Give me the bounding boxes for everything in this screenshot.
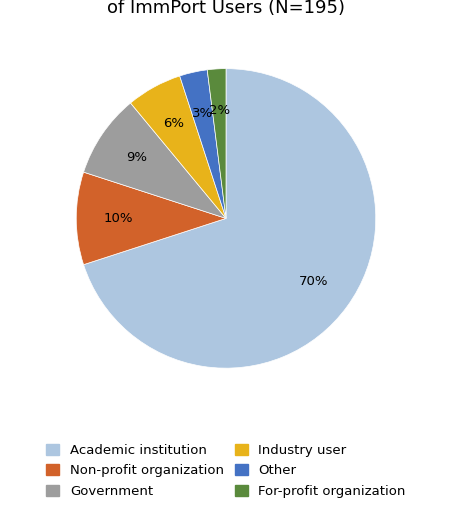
Text: 70%: 70%	[298, 275, 327, 288]
Wedge shape	[83, 69, 375, 368]
Wedge shape	[179, 70, 226, 218]
Text: 6%: 6%	[163, 118, 184, 131]
Wedge shape	[207, 69, 226, 218]
Legend: Academic institution, Non-profit organization, Government, Industry user, Other,: Academic institution, Non-profit organiz…	[41, 439, 410, 503]
Wedge shape	[76, 172, 226, 265]
Wedge shape	[83, 103, 226, 218]
Text: 10%: 10%	[103, 212, 133, 225]
Wedge shape	[130, 76, 226, 218]
Text: 3%: 3%	[192, 107, 212, 120]
Text: 9%: 9%	[126, 151, 147, 164]
Title: Organizational Affiliation
of ImmPort Users (N=195): Organizational Affiliation of ImmPort Us…	[107, 0, 344, 17]
Text: 2%: 2%	[208, 105, 229, 118]
